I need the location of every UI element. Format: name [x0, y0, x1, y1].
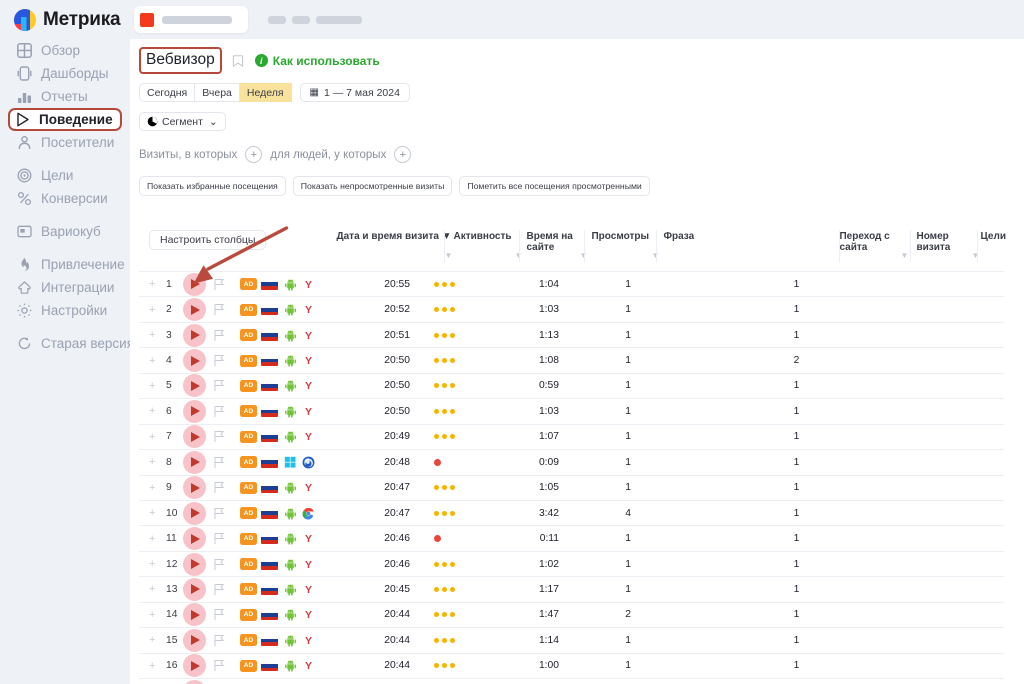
svg-text:Y: Y: [305, 406, 312, 418]
svg-text:Y: Y: [305, 432, 312, 444]
svg-text:Y: Y: [305, 304, 312, 316]
svg-text:Y: Y: [305, 635, 312, 647]
svg-text:Y: Y: [305, 533, 312, 545]
svg-text:Y: Y: [305, 482, 312, 494]
svg-text:Y: Y: [305, 381, 312, 393]
svg-text:Y: Y: [305, 584, 312, 596]
svg-text:Y: Y: [305, 660, 312, 672]
svg-text:Y: Y: [305, 610, 312, 622]
svg-text:Y: Y: [305, 330, 312, 342]
svg-text:Y: Y: [305, 355, 312, 367]
svg-text:Y: Y: [305, 279, 312, 291]
svg-text:Y: Y: [305, 559, 312, 571]
